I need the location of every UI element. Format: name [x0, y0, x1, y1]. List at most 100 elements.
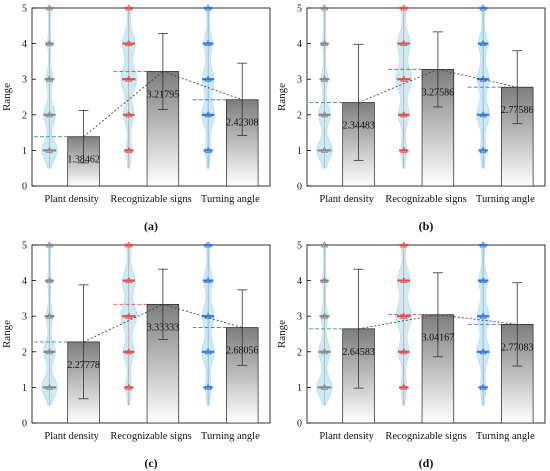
trend-line [162, 303, 243, 329]
y-tick-label: 3 [297, 312, 302, 323]
data-point-marker [320, 383, 329, 390]
data-label: 1.38462 [67, 155, 100, 166]
data-point-marker [400, 146, 408, 153]
data-point-marker [400, 39, 408, 46]
data-point-marker [125, 276, 133, 283]
chart-panel-2: 0 1 2 3 4 5 Range 2.34483 Plant density 3.27586 Re… [276, 4, 546, 233]
data-point-marker [479, 241, 487, 248]
data-point-marker [479, 4, 487, 11]
trend-line [437, 314, 518, 325]
data-point-marker [400, 111, 408, 118]
data-point-marker [125, 348, 133, 355]
data-point-marker [479, 39, 487, 46]
y-axis-label: Range [1, 320, 13, 348]
trend-line [83, 303, 164, 343]
x-tick-label: Plant density [319, 194, 374, 205]
data-point-marker [204, 146, 212, 153]
data-point-marker [45, 241, 54, 248]
data-point-marker [125, 111, 133, 118]
chart-panel-3: 0 1 2 3 4 5 Range 2.27778 Plant density 3.33333 Re… [1, 241, 271, 470]
chart-panel-4: 0 1 2 3 4 5 Range 2.64583 Plant density 3.04167 Re… [276, 241, 546, 470]
x-tick-label: Turning angle [476, 194, 535, 205]
data-point-marker [479, 312, 487, 319]
data-point-marker [45, 276, 54, 283]
data-point-marker [320, 4, 329, 11]
data-point-marker [479, 383, 487, 390]
y-axis-label: Range [276, 320, 288, 348]
y-tick-label: 0 [22, 419, 27, 430]
data-point-marker [45, 75, 54, 82]
y-tick-label: 4 [22, 276, 27, 287]
y-tick-label: 4 [22, 39, 27, 50]
data-point-marker [204, 39, 212, 46]
y-tick-label: 4 [297, 276, 302, 287]
data-label: 3.21795 [147, 89, 180, 100]
y-tick-label: 4 [297, 39, 302, 50]
data-point-marker [400, 312, 408, 319]
x-tick-label: Plant density [319, 431, 374, 442]
y-tick-label: 0 [297, 419, 302, 430]
y-tick-label: 5 [22, 4, 27, 15]
data-point-marker [320, 111, 329, 118]
x-tick-label: Recognizable signs [110, 431, 191, 442]
data-point-marker [125, 4, 133, 11]
data-point-marker [45, 39, 54, 46]
x-tick-label: Recognizable signs [385, 194, 466, 205]
data-point-marker [125, 312, 133, 319]
data-point-marker [204, 75, 212, 82]
data-point-marker [125, 146, 133, 153]
data-point-marker [479, 348, 487, 355]
x-tick-label: Plant density [44, 431, 99, 442]
panel-label: (c) [144, 456, 157, 470]
y-tick-label: 5 [297, 4, 302, 15]
y-tick-label: 1 [297, 146, 302, 157]
data-point-marker [45, 4, 54, 11]
data-point-marker [320, 312, 329, 319]
data-point-marker [320, 39, 329, 46]
y-tick-label: 5 [297, 241, 302, 252]
data-point-marker [400, 241, 408, 248]
data-point-marker [320, 146, 329, 153]
y-tick-label: 5 [22, 241, 27, 252]
data-label: 2.42308 [226, 118, 259, 129]
panel-label: (d) [419, 456, 434, 470]
y-tick-label: 0 [297, 182, 302, 193]
data-point-marker [400, 383, 408, 390]
x-tick-label: Recognizable signs [385, 431, 466, 442]
trend-line [83, 71, 164, 138]
panel-label: (a) [144, 219, 158, 233]
y-tick-label: 1 [297, 383, 302, 394]
data-point-marker [204, 383, 212, 390]
x-tick-label: Recognizable signs [110, 194, 191, 205]
data-point-marker [400, 276, 408, 283]
data-point-marker [204, 276, 212, 283]
data-point-marker [479, 146, 487, 153]
y-tick-label: 3 [297, 75, 302, 86]
data-point-marker [45, 111, 54, 118]
data-label: 2.68056 [226, 346, 259, 357]
data-label: 2.34483 [342, 121, 375, 132]
data-point-marker [125, 383, 133, 390]
y-tick-label: 3 [22, 75, 27, 86]
data-point-marker [45, 312, 54, 319]
data-point-marker [45, 383, 54, 390]
y-tick-label: 2 [22, 110, 27, 121]
data-point-marker [479, 276, 487, 283]
y-tick-label: 1 [22, 146, 27, 157]
data-point-marker [320, 348, 329, 355]
data-point-marker [320, 241, 329, 248]
y-axis-label: Range [276, 83, 288, 111]
data-label: 3.33333 [147, 322, 180, 333]
panel-label: (b) [419, 219, 434, 233]
trend-line [437, 68, 518, 88]
y-tick-label: 3 [22, 312, 27, 323]
y-tick-label: 2 [22, 347, 27, 358]
data-point-marker [479, 111, 487, 118]
y-tick-label: 2 [297, 347, 302, 358]
data-label: 3.27586 [422, 87, 455, 98]
data-point-marker [320, 276, 329, 283]
trend-line [358, 314, 438, 330]
data-point-marker [204, 348, 212, 355]
data-point-marker [400, 348, 408, 355]
